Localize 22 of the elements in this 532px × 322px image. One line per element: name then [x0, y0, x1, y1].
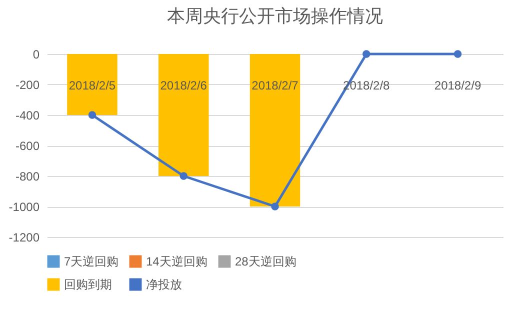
x-tick-label: 2018/2/9	[434, 78, 482, 92]
x-tick-label: 2018/2/5	[68, 78, 116, 92]
point	[271, 202, 279, 210]
legend-label: 14天逆回购	[146, 254, 208, 269]
y-tick-label: -200	[15, 78, 40, 92]
y-tick-label: -1000	[8, 200, 40, 214]
x-tick-label: 2018/2/6	[160, 78, 208, 92]
point	[454, 50, 462, 58]
y-tick-label: 0	[32, 48, 40, 62]
y-tick-label: -800	[15, 170, 40, 184]
y-tick-label: -1200	[8, 230, 40, 244]
y-tick-label: -600	[15, 139, 40, 153]
point	[180, 172, 188, 180]
legend-label: 回购到期	[64, 278, 112, 292]
legend-label: 28天逆回购	[235, 254, 296, 269]
y-tick-label: -400	[15, 108, 40, 122]
x-tick-label: 2018/2/7	[252, 78, 299, 92]
legend-label: 7天逆回购	[64, 254, 119, 269]
chart-title: 本周央行公开市场操作情况	[167, 6, 383, 26]
point	[88, 111, 96, 119]
point	[362, 50, 370, 58]
legend-label: 净投放	[146, 278, 182, 292]
